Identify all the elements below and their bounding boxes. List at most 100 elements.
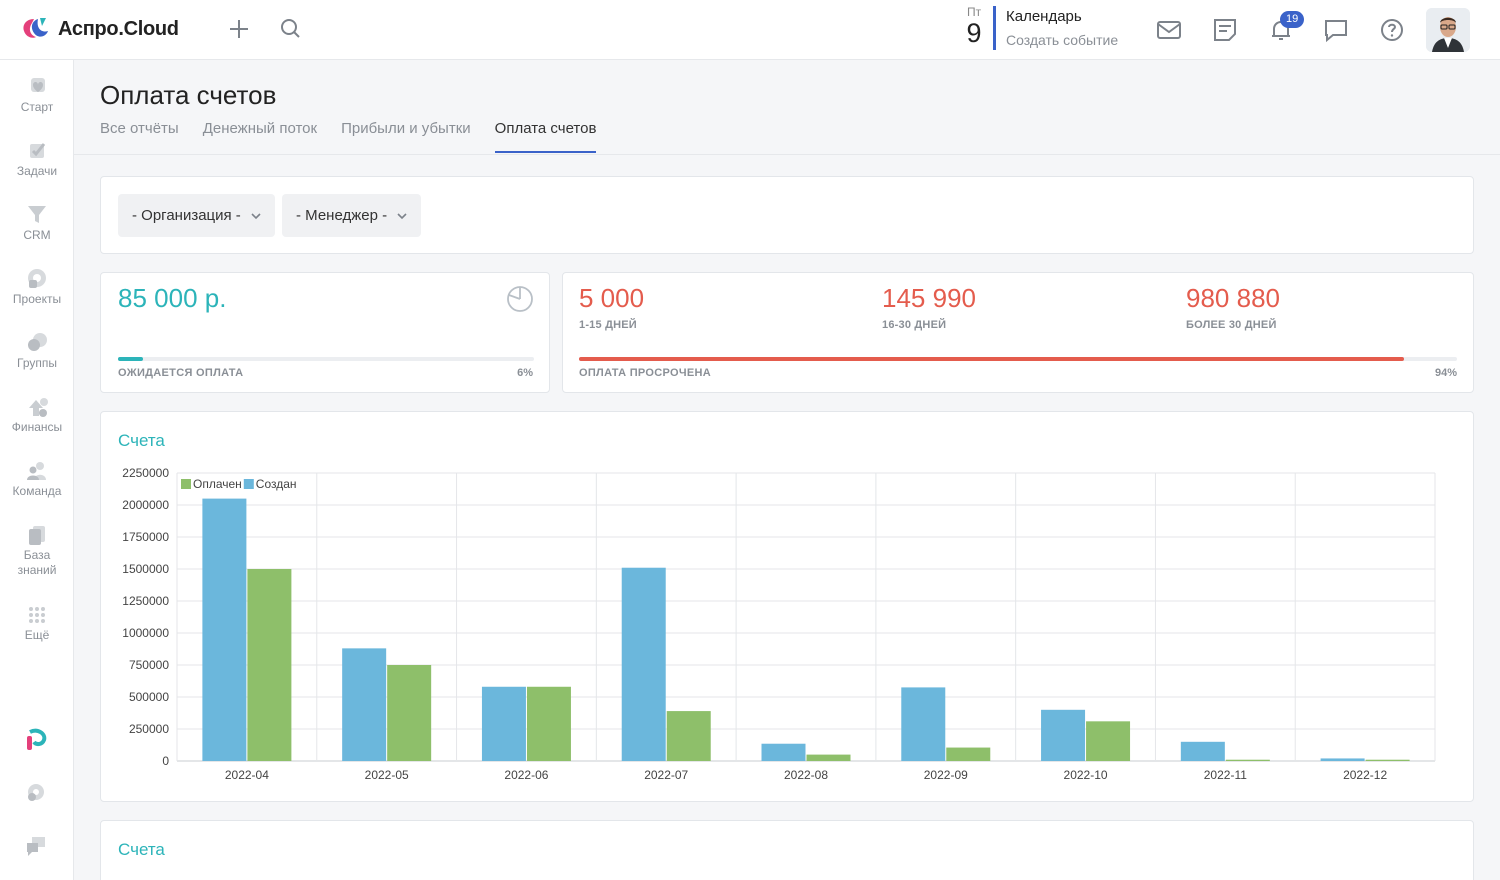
- finance-icon: [29, 398, 48, 417]
- sidebar-item-label: Задачи: [16, 164, 58, 178]
- search-icon[interactable]: [278, 16, 304, 42]
- y-tick-label: 2250000: [122, 466, 169, 480]
- calendar-title[interactable]: Календарь: [1006, 8, 1082, 25]
- bar-paid: [247, 569, 292, 761]
- sidebar-item-knowledge[interactable]: База знаний: [0, 524, 74, 578]
- invoices-chart-card-2: Счета: [100, 820, 1474, 880]
- overdue-label-30-plus: БОЛЕЕ 30 ДНЕЙ: [1186, 319, 1277, 331]
- x-tick-label: 2022-12: [1343, 768, 1387, 782]
- bar-paid: [1086, 721, 1131, 761]
- sidebar-item-team[interactable]: Команда: [0, 460, 74, 499]
- calendar-divider: [993, 6, 996, 50]
- y-tick-label: 1250000: [122, 594, 169, 608]
- y-tick-label: 500000: [129, 690, 169, 704]
- app-name: Аспро.Cloud: [58, 17, 179, 40]
- legend-label: Создан: [256, 477, 297, 491]
- x-tick-label: 2022-04: [225, 768, 269, 782]
- pie-chart-icon[interactable]: [505, 284, 535, 314]
- overdue-progress-fill: [579, 357, 1405, 361]
- header-divider: [74, 154, 1500, 155]
- sidebar-item-label: CRM: [23, 228, 51, 242]
- x-tick-label: 2022-11: [1204, 768, 1247, 782]
- user-avatar[interactable]: [1426, 8, 1470, 52]
- bar-paid: [1365, 759, 1410, 761]
- overdue-payment-card: 5 000 1-15 ДНЕЙ 145 990 16-30 ДНЕЙ 980 8…: [562, 272, 1474, 393]
- awaiting-percent: 6%: [517, 367, 533, 379]
- chart-title-2: Счета: [118, 840, 165, 859]
- chart-title: Счета: [118, 431, 165, 450]
- plus-icon[interactable]: [226, 16, 252, 42]
- organization-dropdown-value: - Организация -: [132, 207, 241, 224]
- team-icon: [27, 462, 46, 480]
- bar-paid: [946, 747, 991, 761]
- bar-created: [901, 687, 946, 761]
- sidebar-item-label: База знаний: [17, 548, 57, 577]
- avatar-image: [1426, 8, 1470, 52]
- y-tick-label: 750000: [129, 658, 169, 672]
- bar-created: [481, 686, 526, 761]
- x-tick-label: 2022-07: [644, 768, 688, 782]
- overdue-progress-track: [579, 357, 1457, 361]
- manager-dropdown[interactable]: - Менеджер -: [282, 194, 422, 237]
- page-title: Оплата счетов: [100, 80, 277, 110]
- help-icon[interactable]: [1378, 16, 1406, 44]
- sidebar-item-projects[interactable]: Проекты: [0, 268, 74, 307]
- sidebar-item-start[interactable]: Старт: [0, 76, 74, 115]
- calendar-day-number: 9: [966, 18, 982, 48]
- app-logo[interactable]: Аспро.Cloud: [20, 17, 179, 41]
- sidebar-item-finance[interactable]: Финансы: [0, 396, 74, 435]
- projects-icon: [28, 269, 46, 288]
- sidebar: Старт Задачи CRM Проекты Группы: [0, 60, 74, 880]
- tab-invoice-payment[interactable]: Оплата счетов: [494, 120, 597, 153]
- chat-icon[interactable]: [1322, 16, 1350, 44]
- overdue-amount-30-plus: 980 880: [1186, 283, 1280, 313]
- y-tick-label: 1500000: [122, 562, 169, 576]
- mail-icon[interactable]: [1155, 16, 1183, 44]
- tab-all-reports[interactable]: Все отчёты: [100, 120, 179, 137]
- bar-paid: [387, 665, 432, 761]
- chevron-down-icon: [251, 212, 261, 219]
- bar-created: [202, 498, 247, 761]
- bar-paid: [666, 711, 711, 761]
- x-tick-label: 2022-08: [784, 768, 828, 782]
- sidebar-item-label: Группы: [17, 356, 57, 370]
- overdue-amount-16-30: 145 990: [882, 283, 976, 313]
- heart-icon: [31, 78, 45, 92]
- awaiting-payment-card: 85 000 р. ОЖИДАЕТСЯ ОПЛАТА 6%: [100, 272, 550, 393]
- sidebar-item-label: Команда: [12, 484, 62, 498]
- bar-created: [1320, 758, 1365, 761]
- bar-created: [1180, 741, 1225, 761]
- awaiting-progress-track: [118, 357, 534, 361]
- sidebar-item-crm[interactable]: CRM: [0, 204, 74, 243]
- sidebar-item-tasks[interactable]: Задачи: [0, 140, 74, 179]
- notes-icon[interactable]: [1211, 16, 1239, 44]
- bar-created: [342, 648, 387, 761]
- y-tick-label: 2000000: [122, 498, 169, 512]
- brand-app-icon[interactable]: [24, 728, 48, 752]
- bar-paid: [526, 686, 571, 761]
- awaiting-label: ОЖИДАЕТСЯ ОПЛАТА: [118, 367, 244, 379]
- y-tick-label: 1750000: [122, 530, 169, 544]
- sidebar-item-label: Проекты: [12, 292, 62, 306]
- overdue-label: ОПЛАТА ПРОСРОЧЕНА: [579, 367, 712, 379]
- support-chat-icon[interactable]: [24, 834, 48, 858]
- x-tick-label: 2022-05: [365, 768, 409, 782]
- organization-dropdown[interactable]: - Организация -: [118, 194, 275, 237]
- create-event-link[interactable]: Создать событие: [1006, 32, 1119, 48]
- tab-profit-loss[interactable]: Прибыли и убытки: [341, 120, 471, 137]
- tab-cash-flow[interactable]: Денежный поток: [202, 120, 318, 137]
- overdue-label-16-30: 16-30 ДНЕЙ: [882, 319, 947, 331]
- funnel-icon: [28, 206, 46, 223]
- settings-gear-icon[interactable]: [24, 780, 48, 804]
- y-tick-label: 0: [162, 754, 169, 768]
- sidebar-item-more[interactable]: Ещё: [0, 604, 74, 643]
- awaiting-amount: 85 000 р.: [118, 283, 227, 313]
- bar-created: [621, 567, 666, 761]
- calendar-date[interactable]: Пт 9: [962, 5, 986, 47]
- notifications-badge: 19: [1280, 11, 1305, 28]
- sidebar-item-label: Ещё: [24, 628, 50, 642]
- y-tick-label: 1000000: [122, 626, 169, 640]
- more-dots-icon: [29, 607, 45, 623]
- sidebar-item-groups[interactable]: Группы: [0, 332, 74, 371]
- bar-created: [1041, 709, 1086, 761]
